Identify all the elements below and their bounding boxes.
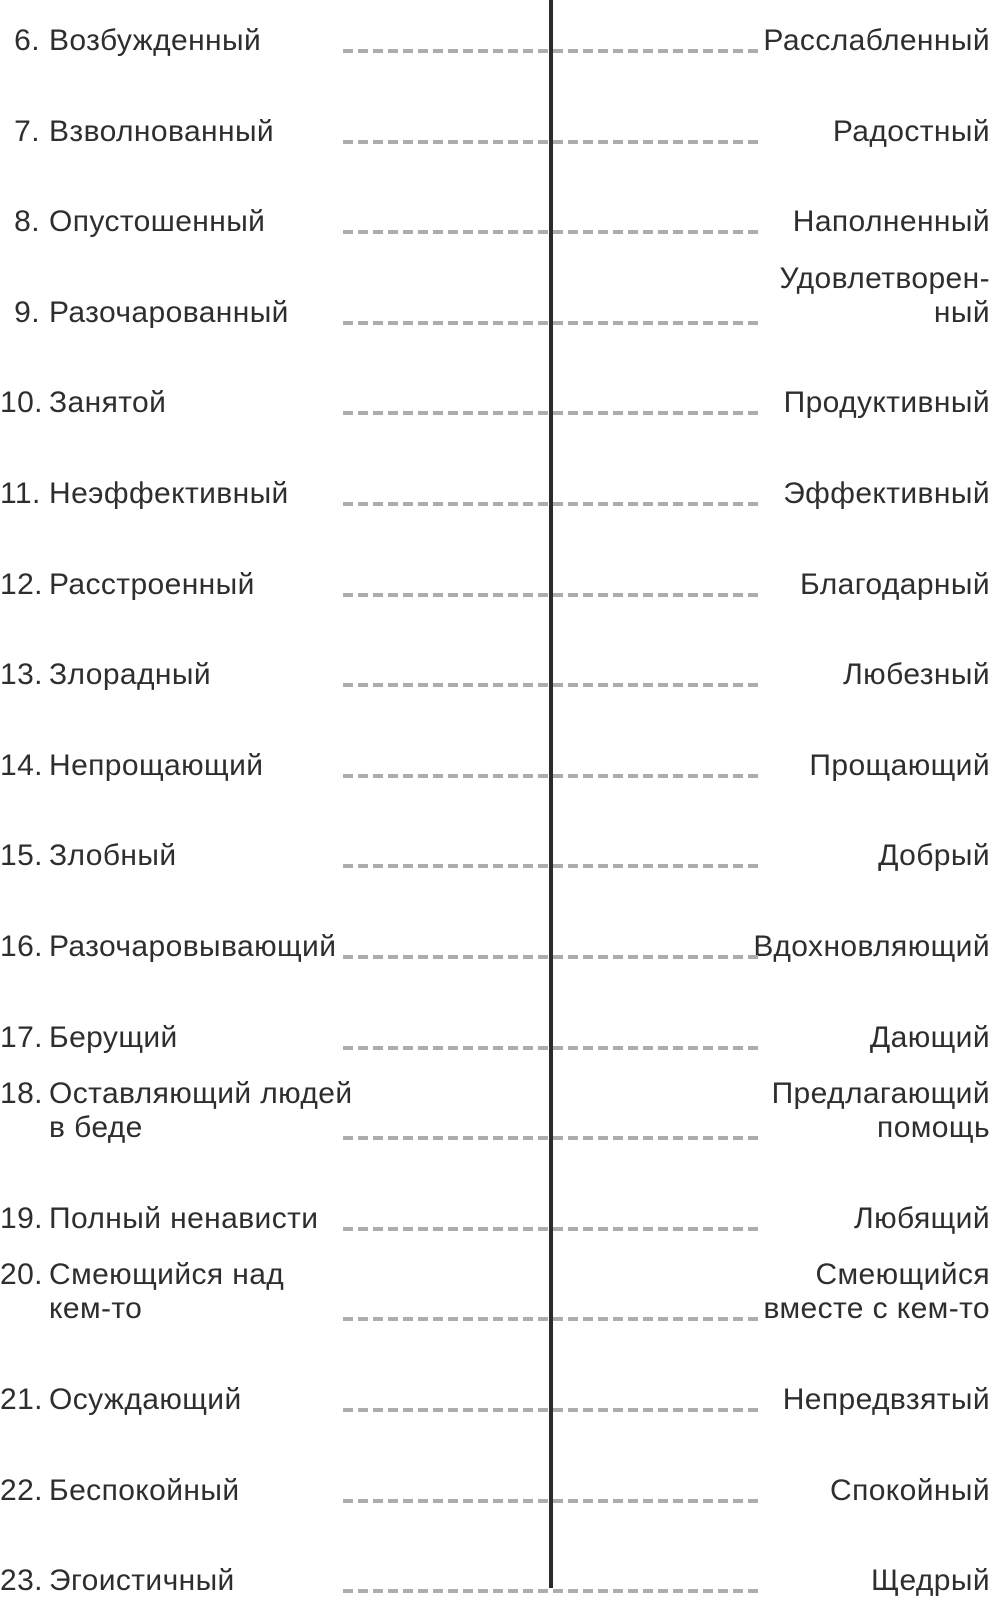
item-number: 15.	[0, 839, 43, 873]
item-number: 22.	[0, 1473, 43, 1507]
negative-word-text: Берущий	[49, 1020, 178, 1054]
negative-word-label: 9. Разочарованный	[0, 296, 289, 330]
negative-word-text: Разочарованный	[49, 295, 289, 329]
negative-word-label: 11. Неэффективный	[0, 477, 289, 511]
negative-word-text: Возбужденный	[49, 24, 262, 57]
negative-word-label: 14. Непрощающий	[0, 749, 263, 783]
positive-word-label: Продуктивный	[783, 386, 990, 420]
negative-word-text: Разочаровывающий	[49, 929, 337, 963]
negative-word-text: Злобный	[49, 839, 177, 873]
scale-row: 10. Занятой Продуктивный	[0, 323, 1000, 419]
scale-row: 7. Взволнованный Радостный	[0, 51, 1000, 148]
negative-word-text: Расстроенный	[49, 567, 255, 601]
negative-word-label: 18. Оставляющий людей в беде	[0, 1077, 353, 1145]
negative-word-text: Злорадный	[49, 658, 212, 692]
negative-word-text: Эгоистичный	[49, 1564, 235, 1598]
item-number: 16.	[0, 929, 43, 963]
negative-word-label: 12. Расстроенный	[0, 568, 255, 602]
negative-word-text: Занятой	[49, 386, 167, 420]
negative-word-text: Осуждающий	[49, 1382, 242, 1416]
positive-word-label: Радостный	[832, 114, 990, 148]
item-number: 7.	[14, 114, 40, 148]
negative-word-label: 15. Злобный	[0, 839, 177, 873]
scale-row: 14. Непрощающий Прощающий	[0, 685, 1000, 782]
scale-row: 23. Эгоистичный Щедрый	[0, 1501, 1000, 1597]
negative-word-text: Беспокойный	[49, 1473, 240, 1507]
item-number: 14.	[0, 748, 43, 782]
negative-word-label: 21. Осуждающий	[0, 1383, 242, 1417]
positive-word-label: Предлагающий помощь	[771, 1077, 990, 1145]
positive-word-label: Любящий	[854, 1201, 990, 1235]
positive-word-label: Спокойный	[830, 1473, 990, 1507]
item-number: 12.	[0, 567, 43, 601]
positive-word-label: Щедрый	[870, 1564, 990, 1598]
scale-row: 21. Осуждающий Непредвзятый	[0, 1319, 1000, 1416]
item-number: 23.	[0, 1564, 43, 1598]
item-number: 11.	[0, 476, 41, 510]
negative-word-label: 6. Возбужденный	[0, 24, 261, 58]
negative-word-label: 17. Берущий	[0, 1021, 178, 1055]
positive-word-label: Вдохновляющий	[753, 929, 990, 963]
item-number: 20.	[0, 1258, 43, 1292]
answer-blank-line[interactable]	[343, 1589, 758, 1594]
scale-row: 17. Берущий Дающий	[0, 957, 1000, 1054]
scale-row: 12. Расстроенный Благодарный	[0, 504, 1000, 601]
negative-word-label: 20. Смеющийся над кем-то	[0, 1258, 284, 1326]
positive-word-label: Удовлетворен- ный	[779, 261, 990, 329]
item-number: 9.	[14, 295, 40, 329]
negative-word-text: Смеющийся над кем-то	[49, 1258, 285, 1326]
item-number: 13.	[0, 658, 43, 692]
item-number: 21.	[0, 1382, 43, 1416]
negative-word-label: 7. Взволнованный	[0, 115, 274, 149]
positive-word-label: Наполненный	[792, 205, 990, 239]
scale-row: 19. Полный ненависти Любящий	[0, 1138, 1000, 1235]
item-number: 8.	[14, 205, 40, 239]
scale-row: 13. Злорадный Любезный	[0, 595, 1000, 691]
positive-word-label: Любезный	[843, 658, 990, 692]
center-divider-line	[549, 0, 553, 1588]
negative-word-label: 8. Опустошенный	[0, 205, 265, 239]
negative-word-label: 10. Занятой	[0, 386, 166, 420]
scale-row: 11. Неэффективный Эффективный	[0, 413, 1000, 510]
positive-word-label: Эффективный	[783, 476, 990, 510]
positive-word-label: Расслабленный	[763, 24, 990, 57]
negative-word-label: 23. Эгоистичный	[0, 1564, 235, 1598]
scale-row: 18. Оставляющий людей в беде Предлагающи…	[0, 1048, 1000, 1144]
negative-word-text: Взволнованный	[49, 114, 275, 148]
negative-word-label: 16. Разочаровывающий	[0, 930, 336, 964]
item-number: 6.	[14, 24, 40, 57]
item-number: 18.	[0, 1077, 43, 1111]
positive-word-label: Прощающий	[809, 748, 990, 782]
item-number: 10.	[0, 386, 43, 420]
positive-word-label: Дающий	[869, 1020, 990, 1054]
scale-row: 9. Разочарованный Удовлетворен- ный	[0, 232, 1000, 329]
negative-word-label: 22. Беспокойный	[0, 1474, 240, 1508]
scale-row: 22. Беспокойный Спокойный	[0, 1410, 1000, 1507]
scale-row: 16. Разочаровывающий Вдохновляющий	[0, 866, 1000, 963]
negative-word-text: Непрощающий	[49, 748, 264, 782]
scale-row: 8. Опустошенный Наполненный	[0, 142, 1000, 238]
negative-word-text: Опустошенный	[49, 205, 266, 239]
item-number: 19.	[0, 1201, 43, 1235]
scale-row: 20. Смеющийся над кем-то Смеющийся вмест…	[0, 1229, 1000, 1325]
item-number: 17.	[0, 1020, 43, 1054]
positive-word-label: Добрый	[878, 839, 990, 873]
scale-row: 15. Злобный Добрый	[0, 776, 1000, 872]
negative-word-label: 19. Полный ненависти	[0, 1202, 318, 1236]
positive-word-label: Непредвзятый	[782, 1382, 990, 1416]
scale-row: 6. Возбужденный Расслабленный	[0, 0, 1000, 57]
negative-word-label: 13. Злорадный	[0, 658, 211, 692]
positive-word-label: Смеющийся вместе с кем-то	[763, 1258, 990, 1326]
negative-word-text: Неэффективный	[49, 476, 289, 510]
negative-word-text: Полный ненависти	[49, 1201, 319, 1235]
negative-word-text: Оставляющий людей в беде	[49, 1077, 353, 1145]
positive-word-label: Благодарный	[799, 567, 990, 601]
